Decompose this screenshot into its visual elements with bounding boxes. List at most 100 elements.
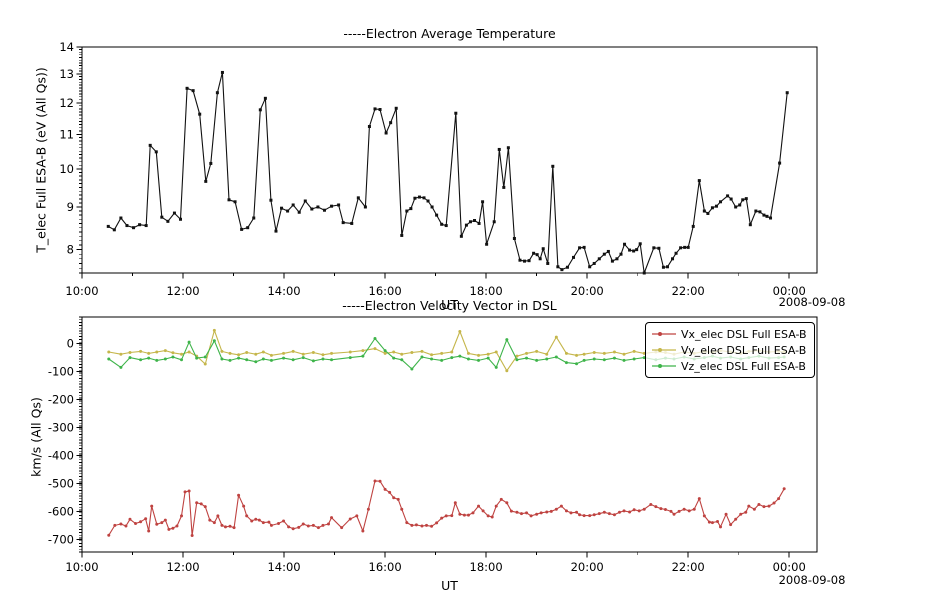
top-x-axis-label: UT: [441, 297, 458, 312]
data-point: [291, 358, 295, 362]
data-point: [321, 523, 325, 527]
data-point: [569, 511, 573, 515]
data-point: [291, 203, 295, 207]
data-point: [373, 337, 377, 341]
data-point: [778, 161, 782, 165]
data-point: [612, 356, 616, 360]
data-point: [523, 259, 527, 263]
data-point: [185, 86, 189, 90]
data-point: [466, 357, 470, 361]
data-point: [458, 512, 462, 516]
data-point: [654, 505, 658, 509]
data-point: [203, 355, 207, 359]
data-point: [622, 358, 626, 362]
data-point: [154, 150, 158, 154]
data-point: [269, 353, 273, 357]
data-point: [287, 525, 291, 529]
data-point: [311, 523, 315, 527]
y-tick-label: 10: [59, 162, 74, 176]
data-point: [602, 252, 606, 256]
series-line-T_elec-Full-ESA-B: [108, 71, 788, 274]
data-point: [458, 354, 462, 358]
vz-line-sample: [652, 364, 676, 368]
data-point: [220, 349, 224, 353]
data-point: [138, 223, 142, 227]
data-point: [171, 526, 175, 530]
data-point: [180, 514, 184, 518]
data-point: [592, 351, 596, 355]
y-tick-label: -200: [48, 393, 74, 407]
data-point: [389, 121, 393, 125]
data-point: [263, 96, 267, 100]
data-point: [163, 518, 167, 522]
data-point: [366, 507, 370, 511]
data-point: [564, 361, 568, 365]
data-point: [702, 514, 706, 518]
data-point: [612, 513, 616, 517]
data-point: [107, 357, 111, 361]
data-point: [622, 509, 626, 513]
data-point: [237, 353, 241, 357]
data-point: [396, 497, 400, 501]
data-point: [147, 529, 151, 533]
y-tick-label: 11: [59, 127, 74, 141]
data-point: [592, 261, 596, 265]
data-point: [220, 70, 224, 74]
data-point: [564, 351, 568, 355]
data-point: [652, 246, 656, 250]
data-point: [303, 199, 307, 203]
data-point: [545, 352, 549, 356]
data-point: [466, 513, 470, 517]
data-point: [440, 358, 444, 362]
data-point: [171, 351, 175, 355]
data-point: [506, 146, 510, 150]
data-point: [477, 353, 481, 357]
data-point: [400, 352, 404, 356]
top-y-axis-label: T_elec Full ESA-B (eV (All Qs)): [33, 67, 49, 253]
data-point: [282, 351, 286, 355]
data-point: [494, 504, 498, 508]
data-point: [588, 265, 592, 269]
data-point: [254, 517, 258, 521]
x-tick-label: 20:00: [571, 284, 604, 298]
data-point: [572, 255, 576, 259]
data-point: [220, 523, 224, 527]
data-point: [440, 516, 444, 520]
x-tick-label: 10:00: [65, 284, 98, 298]
data-point: [383, 351, 387, 355]
data-point: [682, 507, 686, 511]
data-point: [767, 504, 771, 508]
data-point: [686, 245, 690, 249]
data-point: [575, 353, 579, 357]
data-point: [481, 509, 485, 513]
data-point: [440, 351, 444, 355]
data-point: [204, 179, 208, 183]
data-point: [420, 355, 424, 359]
data-point: [632, 349, 636, 353]
data-point: [494, 365, 498, 369]
data-point: [715, 520, 719, 524]
data-point: [400, 358, 404, 362]
data-point: [378, 108, 382, 112]
data-point: [697, 179, 701, 183]
data-point: [532, 251, 536, 255]
data-point: [119, 216, 123, 220]
data-point: [340, 526, 344, 530]
data-point: [330, 358, 334, 362]
data-point: [147, 356, 151, 360]
data-point: [171, 355, 175, 359]
data-point: [687, 509, 691, 513]
data-point: [719, 200, 723, 204]
data-point: [729, 197, 733, 201]
data-point: [468, 220, 472, 224]
data-point: [706, 211, 710, 215]
data-point: [311, 351, 315, 355]
data-point: [155, 350, 159, 354]
data-point: [535, 349, 539, 353]
y-tick-label: -700: [48, 532, 74, 546]
data-point: [628, 510, 632, 514]
data-point: [466, 351, 470, 355]
data-point: [191, 89, 195, 93]
data-point: [435, 521, 439, 525]
